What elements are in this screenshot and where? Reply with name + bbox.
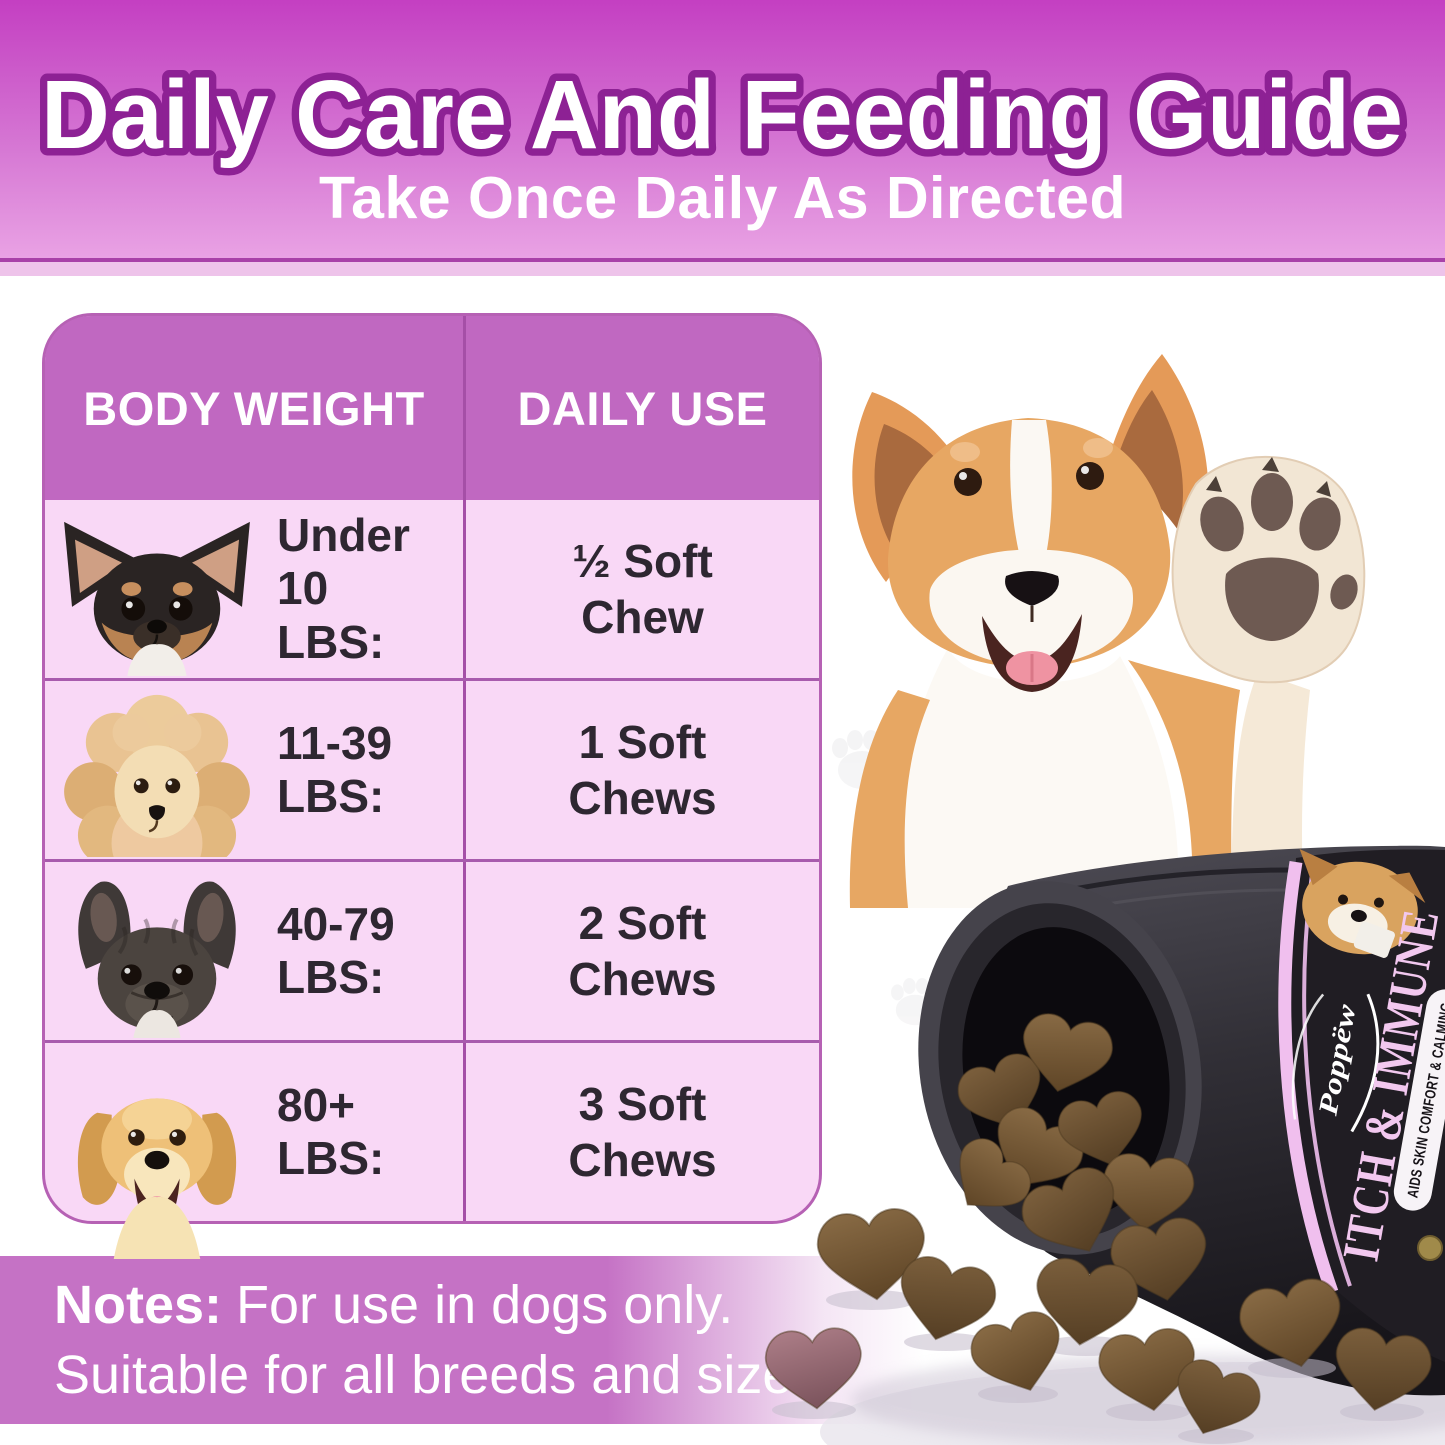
svg-text:AIDS SKIN COMFORT & CALMING: AIDS SKIN COMFORT & CALMING [1404,1001,1445,1199]
daily-use-cell: 2 Soft Chews [466,862,819,1040]
corgi-photo [849,354,1366,908]
table-row-40-79-lbs: 40-79 LBS: 2 Soft Chews [45,859,819,1040]
paw-print-watermark [832,730,998,1026]
daily-use-text: 1 Soft Chews [568,715,717,824]
table-row-11-39-lbs: 11-39 LBS: 1 Soft Chews [45,678,819,859]
chihuahua-photo [64,521,250,676]
soft-chew [936,1129,1040,1231]
label-stripe [1278,860,1339,1295]
column-header-body-weight: BODY WEIGHT [45,316,466,500]
body-weight-cell: 40-79 LBS: [45,862,466,1040]
feeding-table-header: BODY WEIGHT DAILY USE [45,316,819,500]
body-weight-text: 11-39 LBS: [277,716,393,822]
jar-product-name: ITCH & IMMUNE [1333,905,1445,1265]
table-row-80-plus-lbs: 80+ LBS: 3 Soft Chews [45,1040,819,1259]
daily-use-text: 3 Soft Chews [568,1077,717,1186]
page-title: Daily Care And Feeding Guide [34,53,1411,177]
header-banner: Daily Care And Feeding Guide Take Once D… [0,0,1445,258]
column-header-daily-use: DAILY USE [517,381,768,435]
soft-chew [976,1097,1093,1208]
soft-chew [1012,1008,1118,1102]
svg-text:Poppëw: Poppëw [1312,1001,1361,1119]
feeding-table-body: Under 10 LBS: ½ Soft Chew [45,500,819,1259]
soft-chew [1012,1158,1134,1272]
notes-line-2: Suitable for all breeds and sizes. [54,1345,835,1406]
table-row-under-10-lbs: Under 10 LBS: ½ Soft Chew [45,500,819,678]
header-divider-line [0,258,1445,262]
daily-use-cell: 3 Soft Chews [466,1043,819,1221]
label-dog-photo [1299,849,1426,958]
notes-label: Notes: [54,1275,223,1335]
feeding-table: BODY WEIGHT DAILY USE [42,313,822,1259]
notes-banner: Notes: For use in dogs only. Suitable for… [0,1256,1445,1424]
daily-use-cell: 1 Soft Chews [466,681,819,859]
body-weight-cell: 80+ LBS: [45,1043,466,1259]
french-bulldog-photo [78,881,236,1038]
jar-mouth [918,881,1202,1255]
page-title-text: Daily Care And Feeding Guide [41,60,1403,169]
body-weight-text: Under 10 LBS: [277,508,410,668]
page-subtitle: Take Once Daily As Directed [318,165,1127,231]
body-weight-text: 80+ LBS: [277,1078,385,1184]
header-divider-strip [0,262,1445,276]
poodle-photo [64,694,250,857]
jar-brand: Poppëw [1291,993,1380,1133]
body-weight-cell: 11-39 LBS: [45,681,466,859]
notes-line-1: For use in dogs only. [236,1275,734,1335]
soft-chew [1098,1150,1197,1236]
daily-use-cell: ½ Soft Chew [466,500,819,678]
soft-chew [1052,1086,1153,1176]
soft-chew [950,1046,1056,1143]
jar-tagline-badge: AIDS SKIN COMFORT & CALMING [1393,989,1445,1211]
body-weight-text: 40-79 LBS: [277,897,395,1003]
svg-text:ITCH & IMMUNE: ITCH & IMMUNE [1333,905,1445,1265]
golden-retriever-photo [77,1098,237,1259]
daily-use-text: ½ Soft Chew [572,534,713,643]
body-weight-cell: Under 10 LBS: [45,500,466,678]
daily-use-text: 2 Soft Chews [568,896,717,1005]
